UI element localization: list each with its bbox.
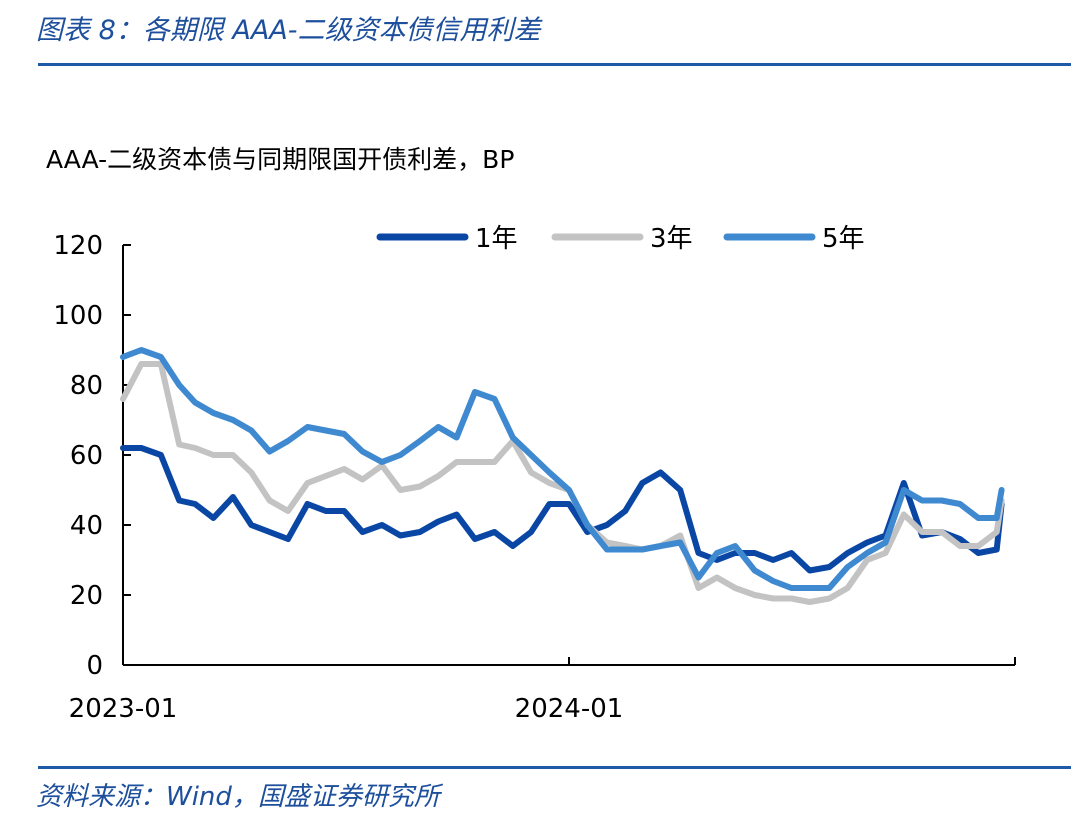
x-tick-label: 2024-01 <box>515 694 624 724</box>
source-note: 资料来源：Wind，国盛证券研究所 <box>36 782 440 812</box>
series-1 <box>120 445 1005 574</box>
top-rule <box>38 63 1071 66</box>
legend-label: 1年 <box>475 224 518 254</box>
legend-item: 5年 <box>723 224 865 254</box>
figure-title: 图表 8：各期限 AAA-二级资本债信用利差 <box>36 15 541 46</box>
y-tick-label: 20 <box>70 581 103 611</box>
y-tick-label: 120 <box>53 231 103 261</box>
y-tick-label: 0 <box>86 651 103 681</box>
bottom-rule <box>38 766 1071 769</box>
x-tick-label: 2023-01 <box>69 694 178 724</box>
y-tick-label: 100 <box>53 301 103 331</box>
legend-item: 1年 <box>376 224 518 254</box>
legend-item: 3年 <box>551 224 693 254</box>
legend-label: 5年 <box>822 224 865 254</box>
series-3 <box>120 347 1005 591</box>
y-tick-label: 60 <box>70 441 103 471</box>
legend-label: 3年 <box>650 224 693 254</box>
y-tick-label: 40 <box>70 511 103 541</box>
series-line-5年 <box>120 347 1005 591</box>
series-line-1年 <box>120 445 1005 574</box>
y-tick-label: 80 <box>70 371 103 401</box>
chart-title: AAA-二级资本债与同期限国开债利差，BP <box>46 145 515 174</box>
